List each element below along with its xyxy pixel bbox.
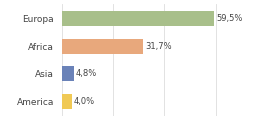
Bar <box>62 66 74 81</box>
Text: 59,5%: 59,5% <box>216 14 243 23</box>
Bar <box>62 39 143 54</box>
Bar <box>62 11 214 26</box>
Text: 31,7%: 31,7% <box>145 42 172 51</box>
Text: 4,0%: 4,0% <box>74 97 95 106</box>
Bar <box>62 94 72 109</box>
Text: 4,8%: 4,8% <box>76 69 97 78</box>
